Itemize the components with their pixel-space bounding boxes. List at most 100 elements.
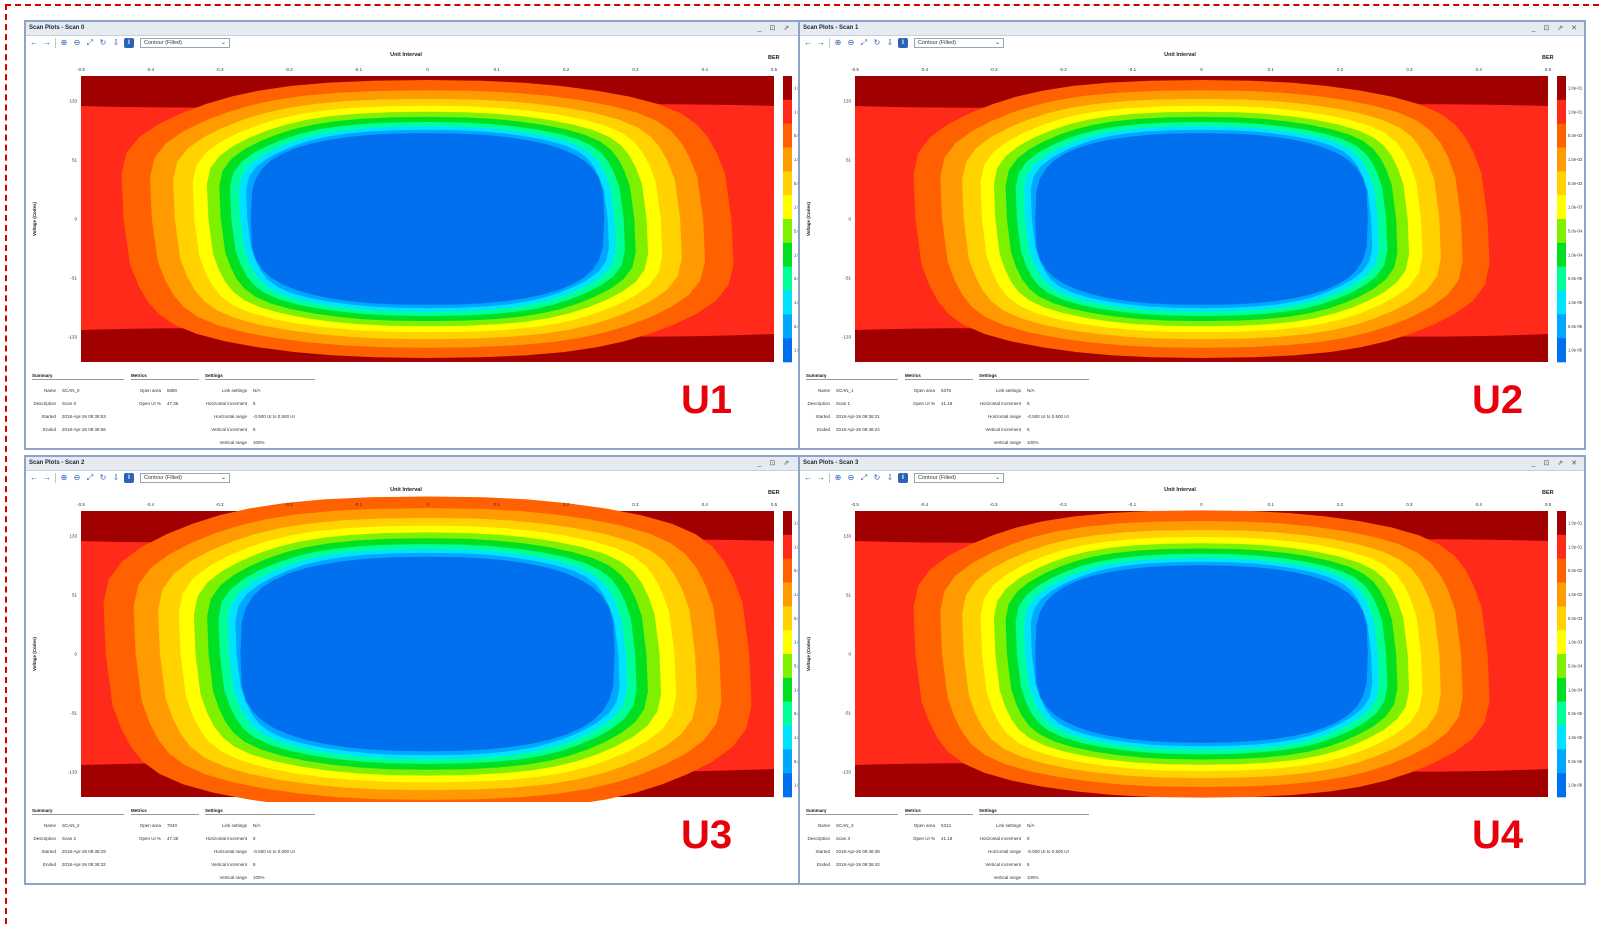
zoom-in-icon[interactable]: ⊕	[60, 38, 68, 47]
export-icon[interactable]: ⇩	[886, 473, 894, 482]
metric-open-ui-key: Open UI %	[138, 836, 161, 841]
zoom-fit-icon[interactable]: ⤢	[86, 38, 94, 47]
y-tick-label: -133	[68, 335, 78, 340]
summary-name-value: SCAN_3	[836, 823, 854, 828]
setting-link: Link settings N/A	[979, 388, 1035, 393]
colorbar-tick-label: 1.0e-01	[1568, 85, 1583, 90]
window-controls[interactable]: _ ⊡ ⇗ ✕	[757, 25, 806, 32]
zoom-out-icon[interactable]: ⊖	[73, 473, 81, 482]
x-tick-label: 0.2	[563, 67, 570, 72]
x-tick-label: -0.2	[285, 502, 293, 507]
zoom-in-icon[interactable]: ⊕	[60, 473, 68, 482]
export-icon[interactable]: ⇩	[112, 38, 120, 47]
refresh-icon[interactable]: ↻	[873, 473, 881, 482]
eye-contour-plot[interactable]: -0.5 -0.4 -0.3 -0.2 -0.1 0 0.1 0.2 0.3 0.4 0.5 133 5…	[26, 22, 812, 367]
zoom-out-icon[interactable]: ⊖	[847, 38, 855, 47]
zoom-out-icon[interactable]: ⊖	[847, 473, 855, 482]
colorbar-segment	[783, 582, 792, 607]
back-arrow-icon[interactable]: ←	[804, 473, 812, 482]
export-icon[interactable]: ⇩	[886, 38, 894, 47]
x-tick-label: 0.4	[702, 502, 709, 507]
back-arrow-icon[interactable]: ←	[30, 38, 38, 47]
colorbar-tick-label: 5.0e-05	[1568, 711, 1583, 716]
window-controls[interactable]: _ ⊡ ⇗ ✕	[757, 460, 806, 467]
info-icon[interactable]: i	[898, 38, 908, 48]
plot-type-dropdown[interactable]: Contour (Filled) ⌄	[140, 473, 230, 483]
setting-v-increment-value: 8	[253, 427, 256, 432]
back-arrow-icon[interactable]: ←	[804, 38, 812, 47]
zoom-in-icon[interactable]: ⊕	[834, 38, 842, 47]
summary-description-value: Scan 3	[836, 836, 851, 841]
setting-link-key: Link settings	[221, 388, 247, 393]
window-title-bar[interactable]: Scan Plots - Scan 0 _ ⊡ ⇗ ✕	[26, 22, 810, 36]
export-icon[interactable]: ⇩	[112, 473, 120, 482]
plot-type-dropdown[interactable]: Contour (Filled) ⌄	[914, 473, 1004, 483]
setting-h-range-key: Horizontal range	[987, 849, 1021, 854]
refresh-icon[interactable]: ↻	[873, 38, 881, 47]
metric-open-area: Open area 7040	[131, 823, 177, 828]
colorbar-segment	[1557, 701, 1566, 726]
forward-arrow-icon[interactable]: →	[43, 473, 51, 482]
zoom-out-icon[interactable]: ⊖	[73, 38, 81, 47]
window-title-bar[interactable]: Scan Plots - Scan 1 _ ⊡ ⇗ ✕	[800, 22, 1584, 36]
refresh-icon[interactable]: ↻	[99, 473, 107, 482]
forward-arrow-icon[interactable]: →	[817, 38, 825, 47]
eye-contour-plot[interactable]: -0.5 -0.4 -0.3 -0.2 -0.1 0 0.1 0.2 0.3 0.4 0.5 133 5…	[800, 22, 1586, 367]
setting-h-increment-key: Horizontal increment	[979, 401, 1021, 406]
plot-toolbar: ← → ⊕ ⊖ ⤢ ↻ ⇩ i Contour (Filled) ⌄	[26, 36, 810, 50]
colorbar-segment	[1557, 147, 1566, 172]
zoom-fit-icon[interactable]: ⤢	[86, 473, 94, 482]
x-tick-label: 0.1	[494, 67, 501, 72]
window-controls[interactable]: _ ⊡ ⇗ ✕	[1531, 460, 1580, 467]
eye-contour-plot[interactable]: -0.5 -0.4 -0.3 -0.2 -0.1 0 0.1 0.2 0.3 0.4 0.5 133 5…	[26, 457, 812, 802]
toolbar-separator	[829, 38, 830, 48]
zoom-in-icon[interactable]: ⊕	[834, 473, 842, 482]
back-arrow-icon[interactable]: ←	[30, 473, 38, 482]
y-tick-label: 51	[846, 158, 852, 163]
colorbar-segment	[1557, 654, 1566, 679]
colorbar-segment	[1557, 558, 1566, 583]
colorbar-segment	[1557, 725, 1566, 750]
refresh-icon[interactable]: ↻	[99, 38, 107, 47]
setting-v-range-value: 100%	[1027, 875, 1039, 880]
window-controls[interactable]: _ ⊡ ⇗ ✕	[1531, 25, 1580, 32]
colorbar-title: BER	[1542, 55, 1554, 61]
metric-open-ui: Open UI % 41.18	[905, 401, 952, 406]
zoom-fit-icon[interactable]: ⤢	[860, 38, 868, 47]
colorbar-segment	[1557, 677, 1566, 702]
plot-type-dropdown[interactable]: Contour (Filled) ⌄	[140, 38, 230, 48]
plot-toolbar: ← → ⊕ ⊖ ⤢ ↻ ⇩ i Contour (Filled) ⌄	[800, 471, 1584, 485]
summary-description: Description Scan 2	[32, 836, 76, 841]
info-icon[interactable]: i	[124, 38, 134, 48]
setting-v-increment-key: Vertical increment	[985, 427, 1021, 432]
window-title-bar[interactable]: Scan Plots - Scan 3 _ ⊡ ⇗ ✕	[800, 457, 1584, 471]
window-title-bar[interactable]: Scan Plots - Scan 2 _ ⊡ ⇗ ✕	[26, 457, 810, 471]
y-axis-title: Voltage (Codes)	[806, 637, 811, 671]
y-tick-label: 0	[848, 217, 851, 222]
metric-open-area-key: Open area	[139, 388, 161, 393]
colorbar-segment	[783, 654, 792, 679]
x-tick-label: -0.2	[1059, 67, 1067, 72]
summary-description-value: Scan 0	[62, 401, 77, 406]
plot-type-dropdown[interactable]: Contour (Filled) ⌄	[914, 38, 1004, 48]
setting-h-increment: Horizontal increment 8	[979, 401, 1030, 406]
summary-name: Name SCAN_1	[806, 388, 854, 393]
settings-heading: Settings	[979, 373, 1089, 380]
setting-link-key: Link settings	[221, 823, 247, 828]
metrics-heading: Metrics	[905, 808, 973, 815]
ber-contour-level-0	[250, 133, 605, 305]
zoom-fit-icon[interactable]: ⤢	[860, 473, 868, 482]
forward-arrow-icon[interactable]: →	[817, 473, 825, 482]
forward-arrow-icon[interactable]: →	[43, 38, 51, 47]
info-icon[interactable]: i	[124, 473, 134, 483]
setting-link-key: Link settings	[995, 823, 1021, 828]
setting-v-increment: Vertical increment 8	[979, 862, 1029, 867]
summary-started: Started 2018-Apr-26 09:38:39	[806, 849, 879, 854]
colorbar-segment	[1557, 630, 1566, 655]
eye-contour-plot[interactable]: -0.5 -0.4 -0.3 -0.2 -0.1 0 0.1 0.2 0.3 0.4 0.5 133 5…	[800, 457, 1586, 802]
colorbar-tick-label: 1.0e-01	[1568, 520, 1583, 525]
plot-toolbar: ← → ⊕ ⊖ ⤢ ↻ ⇩ i Contour (Filled) ⌄	[800, 36, 1584, 50]
summary-description-key: Description	[33, 401, 56, 406]
y-axis-title: Voltage (Codes)	[806, 202, 811, 236]
info-icon[interactable]: i	[898, 473, 908, 483]
